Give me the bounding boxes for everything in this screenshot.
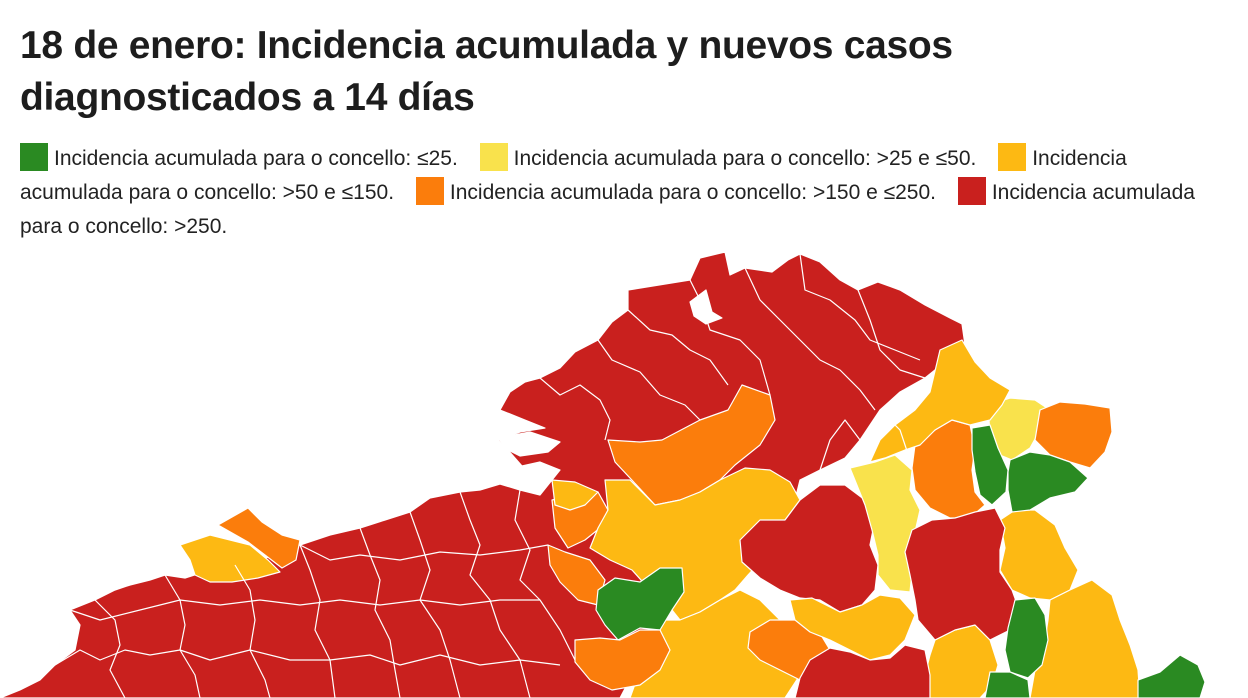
- legend-item-50-150: Incidencia acumulada para o concello: >5…: [20, 143, 1127, 204]
- municipality-region: [1137, 654, 1206, 698]
- municipality-region: [595, 567, 685, 641]
- municipality-region: [1007, 451, 1089, 513]
- municipality-region: [1004, 597, 1049, 679]
- legend-label-gt250: Incidencia acumulada para o concello: >2…: [20, 181, 1195, 238]
- legend-label-50-150: Incidencia acumulada para o concello: >5…: [20, 147, 1127, 204]
- legend-item-le25: Incidencia acumulada para o concello: ≤2…: [20, 143, 458, 171]
- municipality-region: [179, 534, 281, 583]
- legend-item-gt250: Incidencia acumulada para o concello: >2…: [20, 177, 1195, 238]
- municipality-region: [794, 644, 931, 698]
- legend-label-le25: Incidencia acumulada para o concello: ≤2…: [54, 147, 458, 170]
- map-legend: Incidencia acumulada para o concello: ≤2…: [20, 142, 1210, 244]
- coastal-inlet: [689, 289, 723, 325]
- municipality-region: [984, 671, 1031, 698]
- municipality-region: [217, 507, 301, 569]
- legend-item-25-50: Incidencia acumulada para o concello: >2…: [479, 143, 977, 171]
- map-title: 18 de enero: Incidencia acumulada y nuev…: [20, 24, 953, 119]
- municipality-region: [574, 629, 671, 691]
- legend-label-25-50: Incidencia acumulada para o concello: >2…: [513, 147, 977, 170]
- coastal-inlet: [497, 431, 561, 457]
- municipality-region: [789, 594, 916, 661]
- municipality-region: [551, 479, 599, 511]
- legend-swatch-light-yellow: [479, 143, 508, 171]
- legend-swatch-yellow: [998, 143, 1027, 171]
- municipality-borders: [54, 253, 926, 698]
- municipality-region: [999, 509, 1079, 601]
- municipality-region: [1034, 401, 1113, 469]
- municipality-map: [0, 251, 1206, 698]
- legend-label-150-250: Incidencia acumulada para o concello: >1…: [449, 181, 936, 204]
- municipality-region: [971, 424, 1009, 506]
- legend-swatch-green: [20, 143, 48, 171]
- legend-swatch-red: [957, 177, 986, 205]
- legend-item-150-250: Incidencia acumulada para o concello: >1…: [415, 177, 936, 205]
- legend-swatch-orange: [415, 177, 444, 205]
